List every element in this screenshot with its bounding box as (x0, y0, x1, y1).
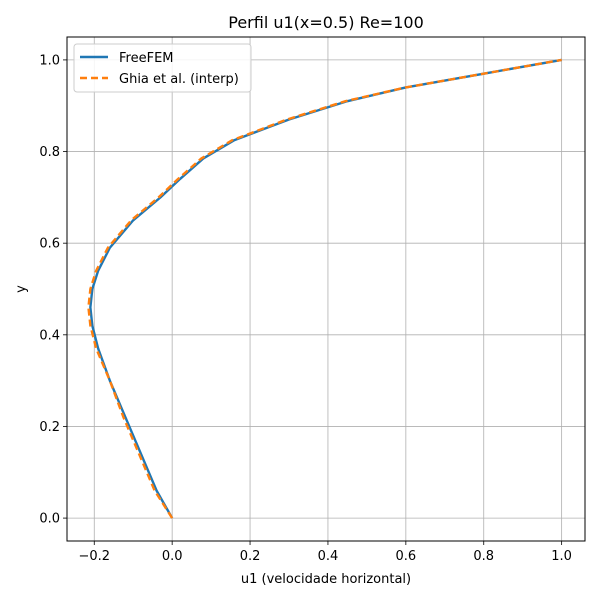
legend-box (73, 43, 252, 93)
y-axis-label: y (14, 285, 29, 293)
x-tick-label: 0.2 (240, 549, 261, 564)
x-tick-label: 0.0 (162, 549, 183, 564)
grid (67, 37, 585, 541)
x-tick-label: −0.2 (78, 549, 110, 564)
x-tick-label: 1.0 (551, 549, 572, 564)
x-axis-label: u1 (velocidade horizontal) (241, 572, 411, 587)
y-tick-label: 0.8 (39, 145, 60, 160)
legend-label: FreeFEM (119, 51, 174, 66)
y-tick-label: 1.0 (39, 53, 60, 68)
y-tick-label: 0.4 (39, 328, 60, 343)
x-tick-label: 0.6 (395, 549, 416, 564)
legend: FreeFEM Ghia et al. (interp) (73, 43, 252, 93)
chart-title: Perfil u1(x=0.5) Re=100 (228, 13, 424, 32)
y-tick-label: 0.0 (39, 512, 60, 527)
x-tick-label: 0.8 (473, 549, 494, 564)
legend-label: Ghia et al. (interp) (119, 72, 239, 87)
y-tick-label: 0.6 (39, 237, 60, 252)
series-line (89, 58, 562, 519)
series-line (87, 58, 562, 519)
x-tick-label: 0.4 (318, 549, 339, 564)
series-lines (87, 58, 562, 519)
plot-frame (66, 36, 586, 542)
y-tick-label: 0.2 (39, 420, 60, 435)
ticks: −0.2 0.0 0.2 0.4 0.6 0.8 1.0 0.0 0.2 0.4 0.6 0.8 1.0 (39, 53, 572, 564)
